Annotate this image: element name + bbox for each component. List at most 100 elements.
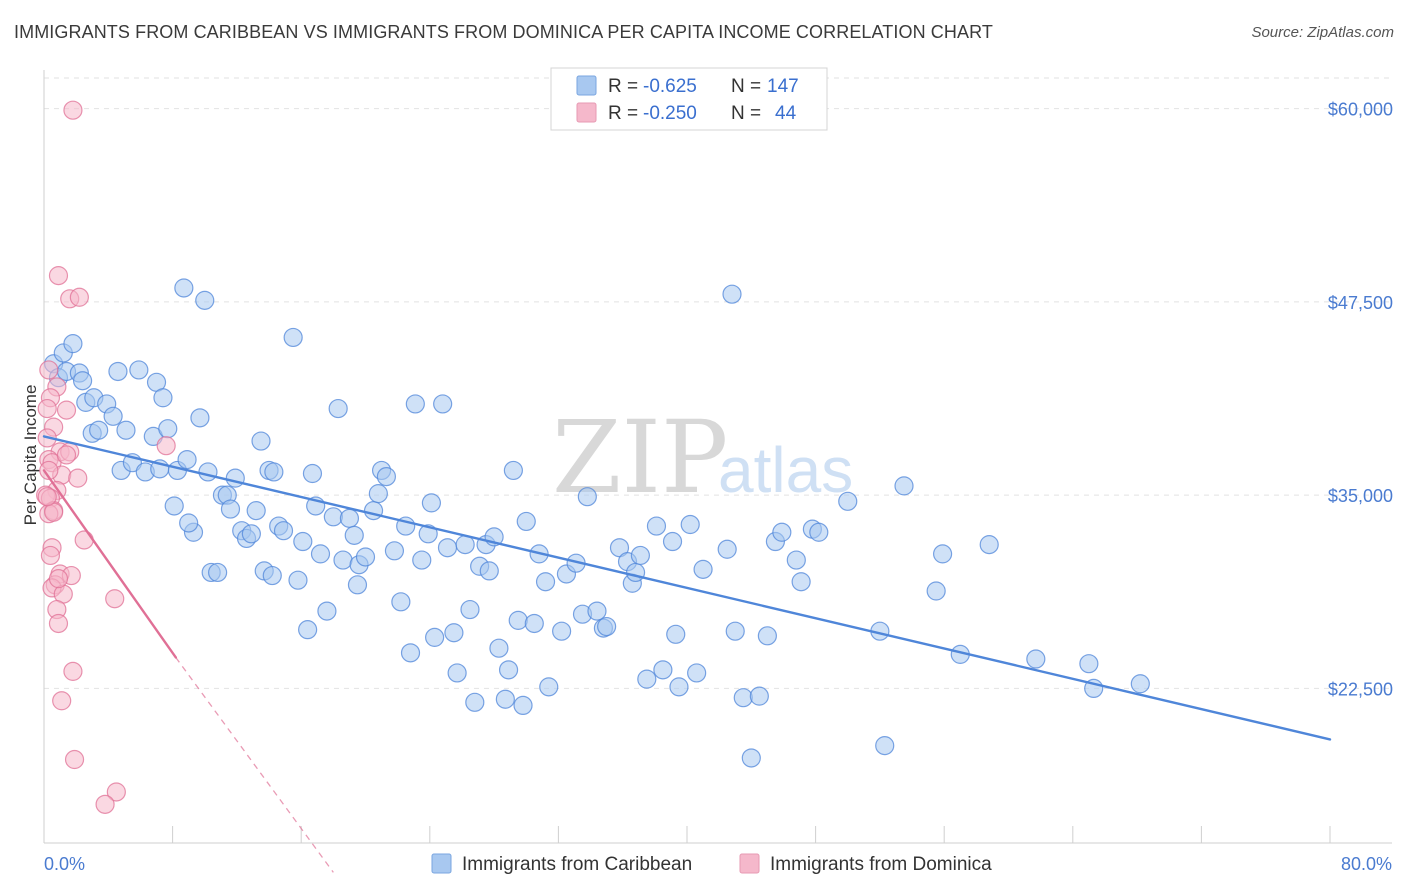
- data-point: [264, 462, 284, 482]
- data-point: [666, 624, 686, 644]
- legend-n-label-2: N =: [731, 103, 761, 124]
- data-point: [273, 521, 294, 541]
- data-point: [48, 266, 69, 286]
- data-point: [52, 691, 72, 711]
- data-point: [283, 327, 303, 348]
- data-point: [48, 613, 69, 634]
- trend-line-dominica: [42, 469, 178, 659]
- data-point: [932, 544, 953, 564]
- data-point: [288, 570, 308, 590]
- data-point: [646, 516, 667, 536]
- data-point: [108, 361, 128, 382]
- data-point: [39, 360, 59, 380]
- data-point: [293, 531, 313, 552]
- data-point: [460, 599, 480, 620]
- data-point: [63, 334, 83, 354]
- y-tick-label: $22,500: [1328, 679, 1393, 699]
- data-point: [630, 545, 650, 566]
- chart-title: IMMIGRANTS FROM CARIBBEAN VS IMMIGRANTS …: [14, 22, 993, 42]
- data-point: [479, 561, 499, 581]
- stats-legend: R = -0.625 N = 147 R = -0.250 N = 44: [550, 67, 828, 131]
- data-point: [425, 627, 445, 647]
- legend-swatch-caribbean: [576, 75, 597, 96]
- data-point: [89, 420, 109, 440]
- data-point: [164, 496, 184, 516]
- data-point: [64, 749, 85, 770]
- data-point: [1026, 649, 1046, 669]
- data-point: [69, 287, 89, 307]
- data-point: [894, 476, 914, 496]
- watermark: ZIP atlas: [552, 399, 853, 516]
- data-point: [179, 513, 199, 533]
- data-point: [757, 626, 777, 646]
- data-point: [37, 487, 57, 507]
- x-tick-label-min: 0.0%: [44, 854, 85, 874]
- data-point: [552, 621, 572, 641]
- series-dominica: [36, 100, 176, 814]
- data-point: [323, 507, 343, 527]
- data-point: [926, 581, 946, 601]
- data-point: [241, 524, 261, 544]
- data-point: [198, 462, 218, 482]
- data-point: [535, 572, 556, 592]
- data-point: [298, 620, 318, 640]
- data-point: [437, 538, 458, 558]
- data-point: [220, 499, 241, 519]
- data-point: [317, 601, 337, 621]
- data-point: [177, 449, 197, 470]
- data-point: [72, 371, 93, 391]
- data-point: [421, 493, 442, 513]
- y-tick-labels: $22,500 $35,000 $47,500 $60,000: [1328, 100, 1393, 700]
- data-point: [368, 484, 388, 504]
- data-point: [809, 522, 829, 542]
- legend-n-value-2: 44: [775, 103, 797, 124]
- data-point: [625, 562, 646, 583]
- data-point: [687, 663, 707, 683]
- data-point: [772, 522, 792, 542]
- data-point: [508, 610, 528, 630]
- y-tick-label: $35,000: [1328, 486, 1393, 506]
- data-point: [680, 514, 700, 535]
- data-point: [495, 689, 515, 709]
- data-point: [40, 545, 61, 566]
- data-point: [63, 661, 83, 681]
- data-point: [875, 736, 895, 756]
- data-point: [129, 360, 149, 380]
- series-legend-swatch-dominica: [739, 853, 760, 874]
- data-point: [347, 575, 368, 595]
- data-point: [158, 419, 178, 439]
- data-point: [116, 420, 136, 440]
- data-point: [597, 616, 617, 637]
- data-point: [56, 445, 77, 465]
- data-point: [48, 569, 69, 589]
- legend-n-value-1: 147: [767, 76, 799, 97]
- series-legend-swatch-caribbean: [431, 853, 452, 874]
- data-point: [68, 468, 88, 488]
- legend-r-value-2: -0.250: [643, 103, 697, 124]
- data-point: [74, 530, 94, 550]
- data-point: [405, 394, 425, 414]
- data-point: [577, 487, 597, 507]
- data-point: [63, 100, 83, 120]
- data-point: [741, 748, 761, 768]
- data-point: [1079, 654, 1099, 674]
- data-point: [979, 535, 999, 555]
- data-point: [56, 400, 77, 420]
- data-point: [251, 431, 271, 451]
- data-point: [225, 468, 245, 488]
- trend-line-caribbean: [42, 435, 1332, 741]
- data-point: [791, 572, 811, 592]
- data-point: [725, 621, 745, 641]
- data-point: [1130, 674, 1150, 694]
- trend-lines: [42, 435, 1332, 873]
- trend-extension-dominica: [175, 657, 334, 873]
- data-point: [637, 669, 657, 689]
- data-point: [693, 559, 713, 579]
- data-point: [246, 501, 266, 521]
- data-point: [722, 284, 742, 304]
- data-point: [384, 541, 405, 561]
- data-point: [412, 550, 432, 570]
- data-point: [433, 394, 453, 414]
- data-point: [344, 525, 364, 545]
